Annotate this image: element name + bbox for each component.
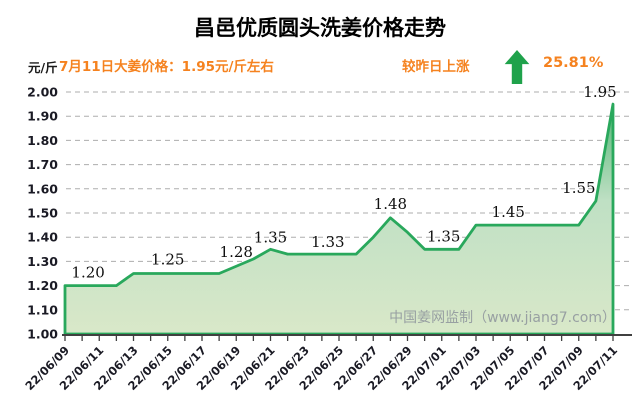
up-arrow-icon	[503, 49, 531, 85]
page-title: 昌邑优质圆头洗姜价格走势	[194, 16, 446, 40]
change-direction-label: 较昨日上涨	[402, 59, 470, 75]
y-axis-label: 1.70	[27, 157, 58, 172]
y-axis-label: 1.20	[27, 278, 58, 293]
up-arrow-glyph	[504, 49, 530, 85]
y-axis-label: 1.00	[27, 327, 58, 342]
data-label: 1.25	[151, 251, 184, 269]
data-label: 1.95	[583, 83, 616, 101]
y-axis-label: 1.40	[27, 230, 58, 245]
y-axis-label: 1.30	[27, 254, 58, 269]
y-axis-label: 1.80	[27, 133, 58, 148]
y-axis-label: 1.10	[27, 302, 58, 317]
data-label: 1.48	[374, 195, 407, 213]
y-axis-label: 1.60	[27, 181, 58, 196]
price-area-series	[63, 102, 615, 336]
data-label: 1.28	[220, 243, 253, 261]
data-label: 1.35	[427, 227, 460, 245]
watermark: 中国姜网监制（www.jiang7.com）	[389, 310, 616, 326]
y-axis-label: 1.50	[27, 206, 58, 221]
data-label: 1.55	[562, 179, 595, 197]
y-axis-label: 2.00	[27, 85, 58, 100]
data-label: 1.20	[71, 264, 104, 282]
change-percent-value: 25.81%	[543, 55, 604, 71]
data-label: 1.35	[254, 228, 287, 246]
y-axis-label: 1.90	[27, 109, 58, 124]
data-label: 1.45	[492, 203, 525, 221]
y-axis-unit-label: 元/斤	[28, 60, 58, 75]
data-label: 1.33	[311, 233, 344, 251]
current-price-note: 7月11日大姜价格：1.95元/斤左右	[59, 59, 274, 75]
